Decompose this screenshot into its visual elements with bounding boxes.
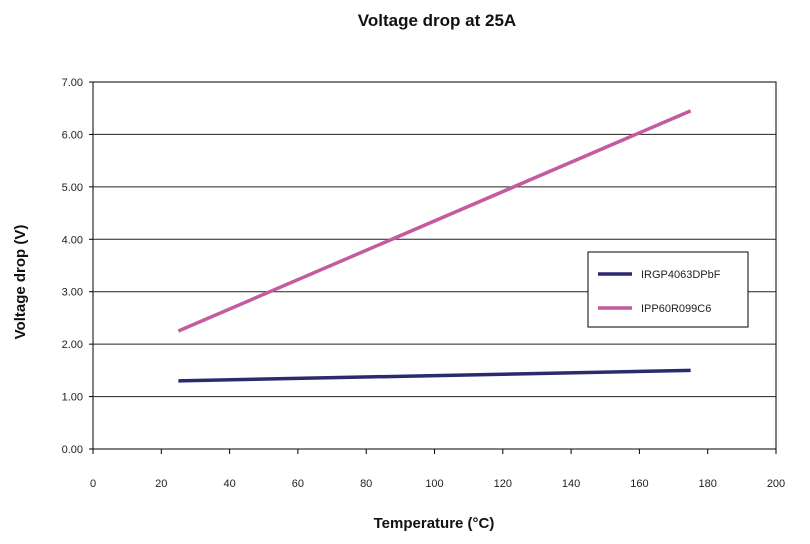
y-axis-label: Voltage drop (V) xyxy=(12,225,29,340)
y-tick-label-3: 3.00 xyxy=(62,287,83,299)
y-tick-label-6: 6.00 xyxy=(62,129,83,141)
x-tick-label-8: 160 xyxy=(630,478,648,490)
y-tick-label-0: 0.00 xyxy=(62,444,83,456)
x-tick-label-1: 20 xyxy=(155,478,167,490)
x-axis-label: Temperature (°C) xyxy=(374,515,495,532)
x-tick-label-10: 200 xyxy=(767,478,785,490)
y-axis-ticks: 0.00 1.00 2.00 3.00 4.00 5.00 6.00 7.00 xyxy=(62,77,93,456)
legend-label-1: IPP60R099C6 xyxy=(641,303,711,315)
x-tick-label-3: 60 xyxy=(292,478,304,490)
y-tick-label-4: 4.00 xyxy=(62,234,83,246)
x-tick-label-0: 0 xyxy=(90,478,96,490)
y-tick-label-7: 7.00 xyxy=(62,77,83,89)
series-line-0 xyxy=(178,368,691,383)
y-tick-label-5: 5.00 xyxy=(62,182,83,194)
x-tick-label-6: 120 xyxy=(494,478,512,490)
legend-box xyxy=(587,251,749,328)
x-tick-label-2: 40 xyxy=(223,478,235,490)
chart-title: Voltage drop at 25A xyxy=(358,11,516,30)
y-tick-label-2: 2.00 xyxy=(62,339,83,351)
legend-label-0: IRGP4063DPbF xyxy=(641,269,721,281)
series-lines xyxy=(177,109,692,383)
series-line-1 xyxy=(177,109,692,333)
x-tick-label-9: 180 xyxy=(699,478,717,490)
legend: IRGP4063DPbF IPP60R099C6 xyxy=(587,251,749,328)
x-axis-ticks: 0 20 40 60 80 100 120 140 160 180 200 xyxy=(90,449,785,490)
x-tick-label-5: 100 xyxy=(425,478,443,490)
x-tick-label-7: 140 xyxy=(562,478,580,490)
y-tick-label-1: 1.00 xyxy=(62,392,83,404)
x-tick-label-4: 80 xyxy=(360,478,372,490)
grid-lines xyxy=(93,133,776,398)
